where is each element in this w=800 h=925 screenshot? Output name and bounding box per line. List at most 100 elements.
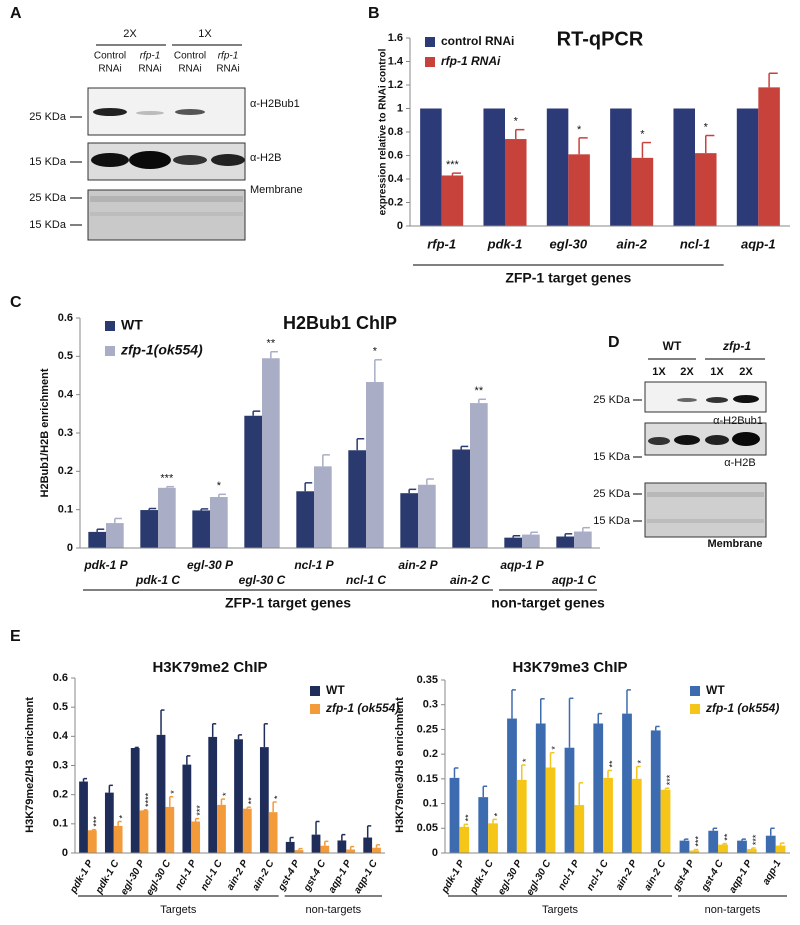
x-tick-label: ain-2 [616,236,647,251]
y-tick-label: 0.1 [53,818,68,830]
significance: * [492,812,502,816]
bar [622,713,632,853]
bar [568,154,590,226]
x-tick-label: egl-30 P [119,858,148,897]
lane: 1X [710,366,724,378]
band [677,398,697,402]
bar [610,108,632,226]
y-tick-label: 0 [432,847,438,859]
significance: * [521,758,531,762]
bar [191,821,201,853]
x-tick-label: ain-2 C [250,858,277,893]
significance: ** [247,797,257,805]
chart-title: RT-qPCR [557,28,644,50]
legend-label: zfp-1 (ok554) [325,701,399,715]
bar [192,510,210,548]
y-tick-label: 0.3 [58,427,73,439]
bar [556,536,574,548]
panel-label: C [10,294,22,311]
condition: WT [663,339,682,353]
bar [130,748,140,853]
panel-label: D [608,334,620,351]
bar [366,382,384,548]
bar [673,108,695,226]
y-tick-label: 0.8 [388,126,403,138]
bar [775,845,786,853]
y-axis-label: H2Bub1/H2B enrichment [39,368,51,497]
membrane-band [90,212,243,216]
x-tick-label: gst-4 P [276,858,303,894]
chart-title: H3K79me3 ChIP [512,659,627,676]
x-tick-label: gst-4 C [301,858,328,894]
y-axis-label: H3K79me3/H3 enrichment [394,697,406,833]
marker: 15 KDa [593,451,631,463]
bar [574,531,592,548]
legend-swatch [105,321,115,331]
x-tick-label: ain-2 P [614,858,640,892]
significance: * [640,128,645,140]
bar [244,415,262,548]
lane: RNAi [216,64,239,75]
bar [400,493,418,548]
bar [470,403,488,548]
x-tick-label: ain-2 C [450,573,490,587]
bar [546,108,569,226]
y-tick-label: 0.2 [58,465,73,477]
lane: Control [174,51,206,62]
x-tick-label: ain-2 P [225,858,251,892]
bar [478,797,489,853]
group-label: Targets [160,904,197,916]
lane: Control [94,51,126,62]
x-tick-label: pdk-1 C [93,858,122,897]
bar [268,812,278,853]
y-tick-label: 0.4 [58,389,74,401]
y-axis-label: H3K79me2/H3 enrichment [24,697,36,833]
membrane-band [90,196,243,202]
bar [441,175,464,226]
row-label: α-H2Bub1 [713,415,763,427]
x-tick-label: aqp-1 [741,236,776,251]
x-tick-label: egl-30 [550,236,588,251]
band [129,151,171,169]
bar [737,840,747,853]
y-tick-label: 0.1 [58,504,73,516]
x-tick-label: egl-30 P [496,858,525,897]
legend-swatch [310,686,320,696]
bar [234,739,243,853]
bar [158,487,176,548]
bar [285,841,295,853]
bar [507,718,517,853]
lane: RNAi [98,64,121,75]
x-tick-label: ncl-1 C [346,573,386,587]
significance: *** [665,774,675,785]
x-tick-label: ncl-1 C [199,858,226,893]
bar [679,840,690,853]
bar [689,850,700,853]
row-label: Membrane [250,184,303,196]
group-label: ZFP-1 target genes [505,270,631,286]
x-tick-label: rfp-1 [427,236,456,251]
y-tick-label: 0.5 [53,701,68,713]
marker: 25 KDa [29,111,67,123]
legend-label: control RNAi [441,34,514,48]
bar [695,153,717,226]
significance: * [704,121,709,133]
bar [736,108,759,226]
bar [660,789,671,853]
group-label: non-targets [306,904,362,916]
y-tick-label: 0.3 [423,699,438,711]
row-label: Membrane [707,538,762,550]
legend-label: zfp-1(ok554) [120,342,203,358]
band [136,111,164,115]
bar [718,844,728,853]
x-tick-label: aqp-1 [761,858,784,887]
legend-label: WT [326,683,345,697]
x-tick-label: pdk-1 C [135,573,180,587]
bar [574,805,585,853]
bar [708,830,719,853]
panel-label: E [10,628,21,645]
bar [337,840,347,853]
lane: 2X [680,366,694,378]
bar [522,534,540,548]
group-label: non-target genes [491,595,605,611]
